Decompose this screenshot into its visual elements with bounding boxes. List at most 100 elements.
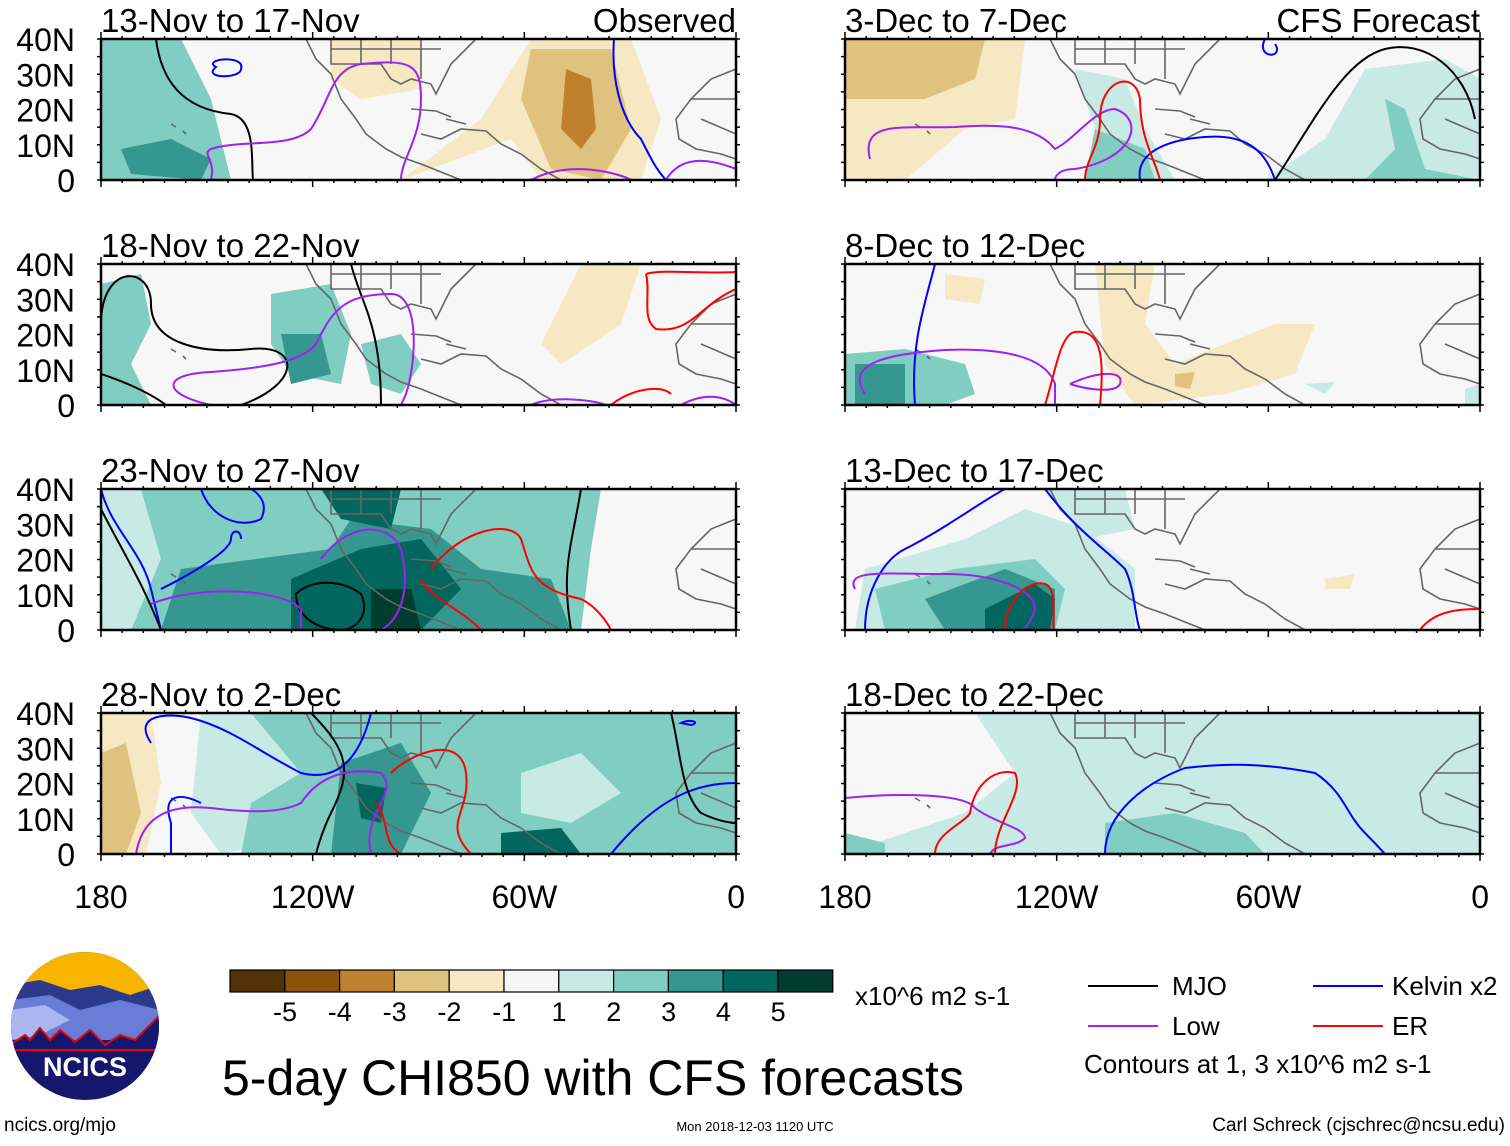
anomaly-shading — [101, 274, 151, 384]
lon-tick-label: 180 — [818, 879, 871, 915]
map-panel: 13-Dec to 17-Dec — [841, 452, 1484, 637]
kelvin-contour — [677, 719, 697, 727]
anomaly-shading — [945, 274, 985, 304]
anomaly-shading — [101, 743, 141, 854]
map-panel: 18-Dec to 22-Dec — [841, 676, 1484, 861]
anomaly-shading — [291, 539, 461, 630]
colorbar-swatch — [612, 969, 669, 993]
lat-tick-label: 30N — [16, 507, 75, 543]
lat-tick-label: 0 — [57, 163, 75, 199]
map-panel: 3-Dec to 7-Dec CFS Forecast — [841, 2, 1484, 187]
anomaly-shading — [101, 364, 151, 405]
colorbar-tick-label: 1 — [551, 997, 566, 1027]
anomaly-shading — [561, 69, 596, 149]
panel-title: 13-Dec to 17-Dec — [845, 452, 1104, 489]
footer-credit: Carl Schreck (cjschrec@ncsu.edu) — [1212, 1115, 1505, 1136]
lon-tick-label: 180 — [74, 879, 127, 915]
colorbar-tick-label: 4 — [716, 997, 731, 1027]
map-panel: 23-Nov to 27-Nov — [97, 452, 740, 637]
legend-label-mjo: MJO — [1172, 971, 1227, 1001]
map-panel: 8-Dec to 12-Dec — [841, 227, 1484, 412]
mjo-contour — [101, 275, 289, 405]
legend-label-low: Low — [1172, 1011, 1220, 1041]
mjo-contour — [101, 373, 167, 405]
lon-tick-label: 120W — [271, 879, 355, 915]
colorbar-tick-label: -1 — [492, 997, 516, 1027]
anomaly-shading — [855, 364, 905, 405]
colorbar-tick-label: -3 — [383, 997, 407, 1027]
kelvin-contour — [864, 489, 1006, 630]
low-contour — [135, 770, 388, 854]
low-contour — [680, 395, 736, 405]
anomaly-shading — [371, 589, 421, 630]
panel-tag: Observed — [593, 2, 736, 39]
panels: 13-Nov to 17-Nov Observed 18-Nov to 22-Nov… — [97, 2, 1484, 861]
anomaly-shading — [1105, 813, 1265, 854]
anomaly-shading — [845, 833, 885, 854]
colorbar-tick-label: 5 — [771, 997, 786, 1027]
er-contour — [430, 528, 612, 630]
er-contour — [934, 771, 1018, 854]
low-contour — [665, 160, 736, 180]
er-contour — [420, 578, 482, 630]
colorbar-swatch — [558, 969, 615, 993]
anomaly-shading — [121, 139, 211, 180]
lat-tick-label: 20N — [16, 543, 75, 579]
er-contour — [375, 802, 402, 854]
er-contour — [1419, 608, 1480, 630]
colorbar-swatch — [503, 969, 560, 993]
anomaly-shading — [356, 783, 386, 823]
panel-title: 3-Dec to 7-Dec — [845, 2, 1067, 39]
kelvin-contour — [160, 530, 242, 590]
lon-tick-label: 120W — [1015, 879, 1099, 915]
anomaly-shading — [1175, 372, 1195, 389]
lat-tick-label: 0 — [57, 388, 75, 424]
colorbar-swatch — [339, 969, 396, 993]
low-contour — [852, 572, 1037, 630]
low-contour — [150, 528, 406, 630]
colorbar-tick-label: -4 — [328, 997, 352, 1027]
kelvin-contour — [612, 39, 667, 180]
figure-title: 5-day CHI850 with CFS forecasts — [222, 1050, 964, 1106]
contour-note: Contours at 1, 3 x10^6 m2 s-1 — [1084, 1049, 1431, 1079]
panel-title: 18-Nov to 22-Nov — [101, 227, 360, 264]
kelvin-contour — [167, 796, 202, 854]
mjo-contour — [1274, 46, 1476, 180]
panel-title: 18-Dec to 22-Dec — [845, 676, 1104, 713]
low-contour — [206, 61, 423, 180]
lat-tick-label: 20N — [16, 767, 75, 803]
anomaly-shading — [985, 584, 1055, 630]
panel-title: 28-Nov to 2-Dec — [101, 676, 341, 713]
longitude-labels: 180 120W 60W 0 180 120W 60W 0 — [74, 879, 1489, 915]
er-contour — [1004, 582, 1056, 630]
anomaly-shading — [845, 139, 905, 180]
footer-url[interactable]: ncics.org/mjo — [4, 1115, 116, 1136]
lon-tick-label: 60W — [1236, 879, 1303, 915]
kelvin-contour — [1262, 39, 1278, 56]
colorbar-swatch — [448, 969, 505, 993]
kelvin-contour — [1138, 135, 1276, 180]
kelvin-contour — [200, 489, 265, 524]
anomaly-shading — [845, 39, 985, 99]
lat-tick-label: 40N — [16, 696, 75, 732]
mjo-contour — [155, 39, 254, 180]
mjo-contour — [101, 508, 162, 630]
anomaly-shading — [1365, 99, 1480, 180]
kelvin-contour — [211, 58, 243, 78]
lat-tick-label: 30N — [16, 57, 75, 93]
kelvin-contour — [1044, 489, 1141, 630]
lat-tick-label: 10N — [16, 128, 75, 164]
colorbar-tick-label: -5 — [273, 997, 297, 1027]
ncics-logo: NCICS — [11, 952, 159, 1100]
map-panel: 28-Nov to 2-Dec — [97, 676, 740, 861]
legend: MJO Kelvin x2 Low ER Contours at 1, 3 x1… — [1084, 971, 1498, 1079]
anomaly-shading — [1095, 264, 1315, 405]
low-contour — [867, 107, 1133, 180]
anomaly-shading — [331, 39, 421, 99]
legend-label-er: ER — [1392, 1011, 1428, 1041]
lat-tick-label: 10N — [16, 802, 75, 838]
colorbar-swatch — [229, 969, 286, 993]
anomaly-shading — [1305, 382, 1335, 394]
er-contour — [1084, 80, 1161, 180]
